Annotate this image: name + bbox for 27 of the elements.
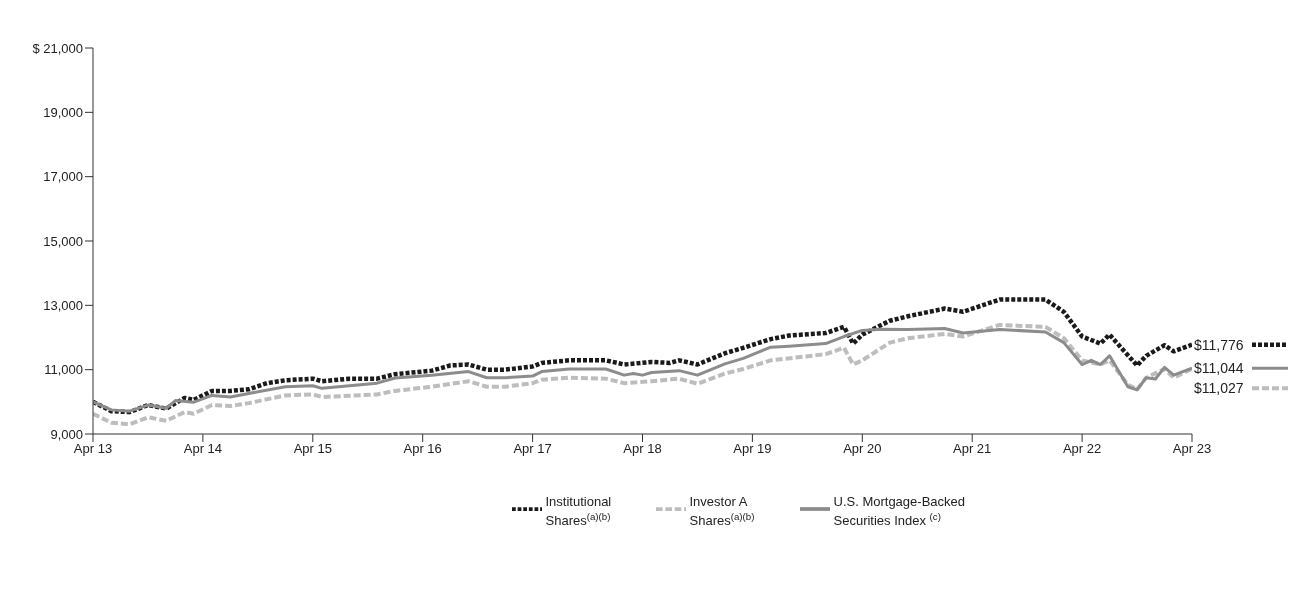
y-tick-label: 19,000 — [43, 104, 83, 120]
x-tick-label: Apr 14 — [183, 441, 223, 457]
x-tick-label: Apr 16 — [403, 441, 442, 457]
x-tick-label: Apr 21 — [953, 441, 992, 457]
line-series — [93, 297, 1192, 415]
x-tick-label: Apr 22 — [1062, 441, 1102, 457]
annotation: $11,776 — [1194, 336, 1244, 353]
legend-label: Institutional Shares$^{(a)(b)}$ — [545, 494, 612, 529]
y-tick-label: 11,000 — [44, 362, 83, 378]
x-tick-label: Apr 23 — [1172, 441, 1212, 457]
legend-label: U.S. Mortgage-Backed Securities Index $^{(c)}$ — [833, 494, 966, 529]
x-tick-label: Apr 20 — [843, 441, 882, 457]
x-tick-label: Apr 18 — [623, 441, 662, 457]
y-tick-label: 13,000 — [43, 297, 83, 313]
line-series — [93, 326, 1192, 413]
annotation: $11,044 — [1194, 360, 1244, 377]
x-tick-label: Apr 17 — [513, 441, 552, 457]
y-tick-label: 9,000 — [50, 426, 83, 442]
legend-label: Investor A Shares$^{(a)(b)}$ — [689, 494, 755, 529]
x-tick-label: Apr 15 — [293, 441, 332, 457]
annotation: $11,027 — [1194, 380, 1244, 397]
y-tick-label: 17,000 — [43, 169, 83, 185]
y-tick-label: $ 21,000 — [32, 40, 83, 56]
line-series — [93, 322, 1192, 427]
x-tick-label: Apr 13 — [73, 441, 113, 457]
y-tick-label: 15,000 — [43, 233, 83, 249]
x-tick-label: Apr 19 — [733, 441, 772, 457]
